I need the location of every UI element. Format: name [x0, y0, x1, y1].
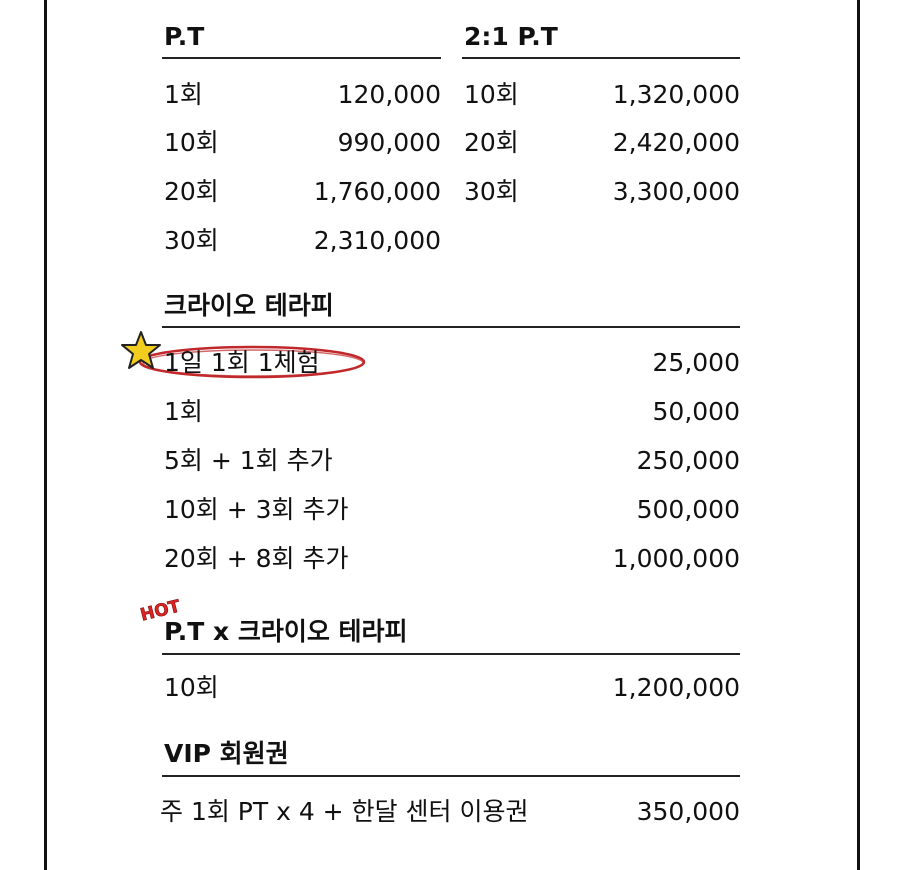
hot-badge-icon: HOT — [138, 596, 183, 622]
page-border-left — [44, 0, 47, 870]
cryo-row-price: 50,000 — [652, 397, 740, 426]
pt-row-label: 20회 — [164, 177, 219, 206]
cryo-row-label: 1회 — [164, 397, 203, 426]
star-icon — [121, 331, 161, 369]
pt-row-price: 990,000 — [337, 128, 441, 157]
cryo-row: 5회 + 1회 추가 250,000 — [164, 441, 740, 481]
pt21-row: 10회 1,320,000 — [464, 75, 740, 115]
pt21-row: 30회 3,300,000 — [464, 172, 740, 212]
vip-row: 주 1회 PT x 4 + 한달 센터 이용권 350,000 — [160, 792, 740, 832]
cryo-row-label: 5회 + 1회 추가 — [164, 446, 333, 475]
ptcryo-title: P.T x 크라이오 테라피 — [164, 617, 408, 646]
pt-row-price: 120,000 — [337, 80, 441, 109]
pt21-row-label: 30회 — [464, 177, 519, 206]
cryo-row: 20회 + 8회 추가 1,000,000 — [164, 539, 740, 579]
pt-row-price: 1,760,000 — [313, 177, 441, 206]
cryo-row-label: 10회 + 3회 추가 — [164, 495, 349, 524]
pt-row: 10회 990,000 — [164, 123, 441, 163]
pt-row-label: 1회 — [164, 80, 203, 109]
pt-row-label: 10회 — [164, 128, 219, 157]
pt-divider — [162, 57, 441, 59]
vip-title: VIP 회원권 — [164, 739, 289, 768]
cryo-row: 10회 + 3회 추가 500,000 — [164, 490, 740, 530]
cryo-divider — [162, 326, 740, 328]
pt21-row-price: 2,420,000 — [612, 128, 740, 157]
cryo-row-label: 1일 1회 1체험 — [164, 348, 320, 377]
cryo-row-price: 250,000 — [636, 446, 740, 475]
pt21-title: 2:1 P.T — [464, 22, 558, 51]
cryo-row: 1일 1회 1체험 25,000 — [164, 343, 740, 383]
cryo-row-price: 500,000 — [636, 495, 740, 524]
pt21-divider — [462, 57, 740, 59]
vip-row-price: 350,000 — [636, 797, 740, 826]
cryo-row-price: 25,000 — [652, 348, 740, 377]
cryo-row: 1회 50,000 — [164, 392, 740, 432]
pt-row-price: 2,310,000 — [313, 226, 441, 255]
cryo-title: 크라이오 테라피 — [164, 291, 334, 320]
pt-title: P.T — [164, 22, 205, 51]
pt-row: 1회 120,000 — [164, 75, 441, 115]
ptcryo-row-label: 10회 — [164, 673, 219, 702]
highlight-ring — [138, 345, 366, 379]
vip-divider — [162, 775, 740, 777]
pt-row: 30회 2,310,000 — [164, 221, 441, 261]
pt21-row-price: 3,300,000 — [612, 177, 740, 206]
pt-row: 20회 1,760,000 — [164, 172, 441, 212]
ptcryo-row: 10회 1,200,000 — [164, 668, 740, 708]
page-border-right — [857, 0, 860, 870]
pt21-row-label: 10회 — [464, 80, 519, 109]
cryo-row-price: 1,000,000 — [612, 544, 740, 573]
pt-row-label: 30회 — [164, 226, 219, 255]
cryo-row-label: 20회 + 8회 추가 — [164, 544, 349, 573]
ptcryo-row-price: 1,200,000 — [612, 673, 740, 702]
pt21-row: 20회 2,420,000 — [464, 123, 740, 163]
pt21-row-price: 1,320,000 — [612, 80, 740, 109]
pt21-row-label: 20회 — [464, 128, 519, 157]
ptcryo-divider — [162, 653, 740, 655]
vip-row-label: 주 1회 PT x 4 + 한달 센터 이용권 — [160, 797, 529, 826]
